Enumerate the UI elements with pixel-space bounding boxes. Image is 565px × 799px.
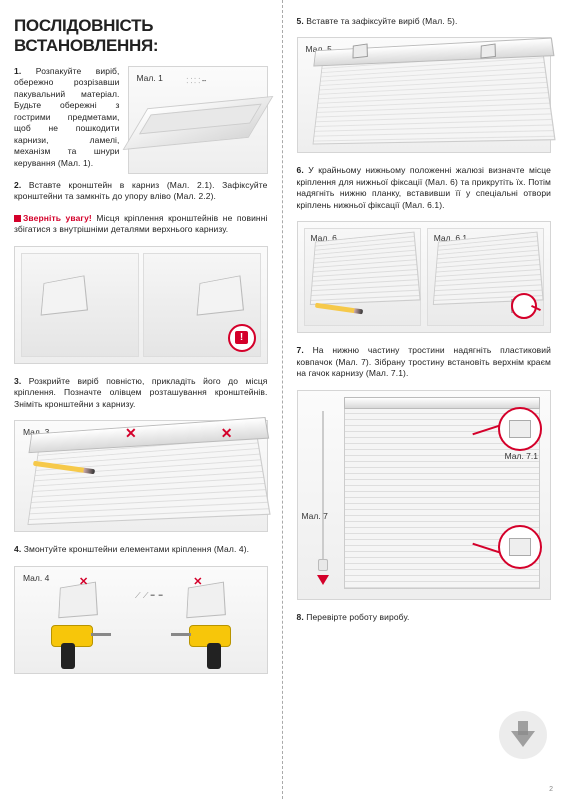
wand-cord-icon bbox=[322, 411, 324, 561]
step-body: Змонтуйте кронштейни елементами кріпленн… bbox=[24, 544, 249, 554]
left-column: ПОСЛІДОВНІСТЬ ВСТАНОВЛЕННЯ: Мал. 1 ⸬ ⸬ ╍… bbox=[0, 0, 283, 799]
step-body: Розкрийте виріб повністю, прикладіть йог… bbox=[14, 376, 268, 409]
step-7-text: 7. На нижню частину тростини надягніть п… bbox=[297, 345, 552, 379]
zoom-detail-icon bbox=[498, 407, 542, 451]
bracket-icon bbox=[41, 275, 88, 315]
bracket-icon bbox=[196, 275, 243, 315]
step-num: 7. bbox=[297, 345, 304, 355]
step-6-text: 6. У крайньому нижньому положенні жалюзі… bbox=[297, 165, 552, 211]
wand-cap-icon bbox=[318, 559, 328, 571]
step-num: 4. bbox=[14, 544, 21, 554]
step-num: 3. bbox=[14, 376, 21, 386]
screws-icon: ⟋ ⟋ ╸╸ bbox=[135, 591, 167, 601]
blinds-icon bbox=[309, 232, 420, 305]
arrow-down-icon bbox=[317, 575, 329, 585]
step-2-text: 2. Вставте кронштейн в карниз (Мал. 2.1)… bbox=[14, 180, 268, 203]
step-2-warning: Зверніть увагу! Місця кріплення кронштей… bbox=[14, 213, 268, 236]
figure-71-label: Мал. 7.1 bbox=[505, 451, 538, 461]
step-body: У крайньому нижньому положенні жалюзі ви… bbox=[297, 165, 552, 209]
download-watermark-icon bbox=[499, 711, 547, 759]
headrail-icon bbox=[344, 397, 541, 409]
drill-icon bbox=[45, 625, 101, 671]
pencil-icon bbox=[314, 303, 362, 315]
zoom-detail-icon bbox=[498, 525, 542, 569]
zoom-circle-icon bbox=[511, 293, 537, 319]
clip-icon bbox=[352, 44, 367, 59]
figure-4-label: Мал. 4 bbox=[23, 573, 49, 583]
x-mark-icon: ✕ bbox=[79, 575, 88, 588]
bracket-icon bbox=[186, 581, 226, 618]
hardware-parts-icon: ⸬ ⸬ ╍ bbox=[187, 77, 207, 86]
step-body: На нижню частину тростини надягніть плас… bbox=[297, 345, 552, 378]
drill-icon bbox=[181, 625, 237, 671]
figure-6-panel: Мал. 6 bbox=[304, 228, 421, 326]
page-title: ПОСЛІДОВНІСТЬ ВСТАНОВЛЕННЯ: bbox=[14, 16, 268, 56]
step-num: 1. bbox=[14, 66, 21, 76]
step-1-block: Мал. 1 ⸬ ⸬ ╍ 1. Розпакуйте виріб, обереж… bbox=[14, 66, 268, 180]
figure-3: Мал. 3 ✕ ✕ bbox=[14, 420, 268, 532]
x-mark-icon: ✕ bbox=[193, 575, 202, 588]
clip-icon bbox=[480, 44, 495, 59]
step-num: 2. bbox=[14, 180, 21, 190]
figure-1-label: Мал. 1 bbox=[137, 73, 163, 83]
step-body: Вставте кронштейн в карниз (Мал. 2.1). З… bbox=[14, 180, 268, 201]
step-body: Вставте та зафіксуйте виріб (Мал. 5). bbox=[306, 16, 457, 26]
step-body: Перевірте роботу виробу. bbox=[306, 612, 409, 622]
figure-7: Мал. 7 Мал. 7.1 bbox=[297, 390, 552, 600]
step-3-text: 3. Розкрийте виріб повністю, прикладіть … bbox=[14, 376, 268, 410]
warning-icon: ! bbox=[235, 331, 248, 344]
step-num: 5. bbox=[297, 16, 304, 26]
step-4-text: 4. Змонтуйте кронштейни елементами кріпл… bbox=[14, 544, 268, 555]
step-5-text: 5. Вставте та зафіксуйте виріб (Мал. 5). bbox=[297, 16, 552, 27]
right-column: 5. Вставте та зафіксуйте виріб (Мал. 5).… bbox=[283, 0, 565, 799]
zoom-circle-icon: ! bbox=[228, 324, 256, 352]
page-number: 2 bbox=[549, 786, 553, 793]
step-8-text: 8. Перевірте роботу виробу. bbox=[297, 612, 552, 623]
bracket-closed-panel: ! bbox=[143, 253, 261, 357]
figure-6: Мал. 6 Мал. 6.1 bbox=[297, 221, 552, 333]
step-num: 6. bbox=[297, 165, 304, 175]
step-body: Розпакуйте виріб, обережно розрізавши па… bbox=[14, 66, 120, 168]
figure-2: Мал. 2.1 відкрито закрито Мал. 2.2 ! bbox=[14, 246, 268, 364]
figure-1: Мал. 1 ⸬ ⸬ ╍ bbox=[128, 66, 268, 174]
x-mark-icon: ✕ bbox=[125, 425, 137, 442]
figure-61-panel: Мал. 6.1 bbox=[427, 228, 544, 326]
step-num: 8. bbox=[297, 612, 304, 622]
figure-5: Мал. 5 bbox=[297, 37, 552, 153]
figure-4: Мал. 4 ✕ ✕ ⟋ ⟋ ╸╸ bbox=[14, 566, 268, 674]
figure-7-label: Мал. 7 bbox=[302, 511, 328, 521]
bracket-open-panel bbox=[21, 253, 139, 357]
warning-label: Зверніть увагу! bbox=[23, 213, 92, 223]
x-mark-icon: ✕ bbox=[221, 425, 233, 442]
headrail-icon bbox=[122, 96, 273, 150]
warning-square-icon bbox=[14, 215, 21, 222]
